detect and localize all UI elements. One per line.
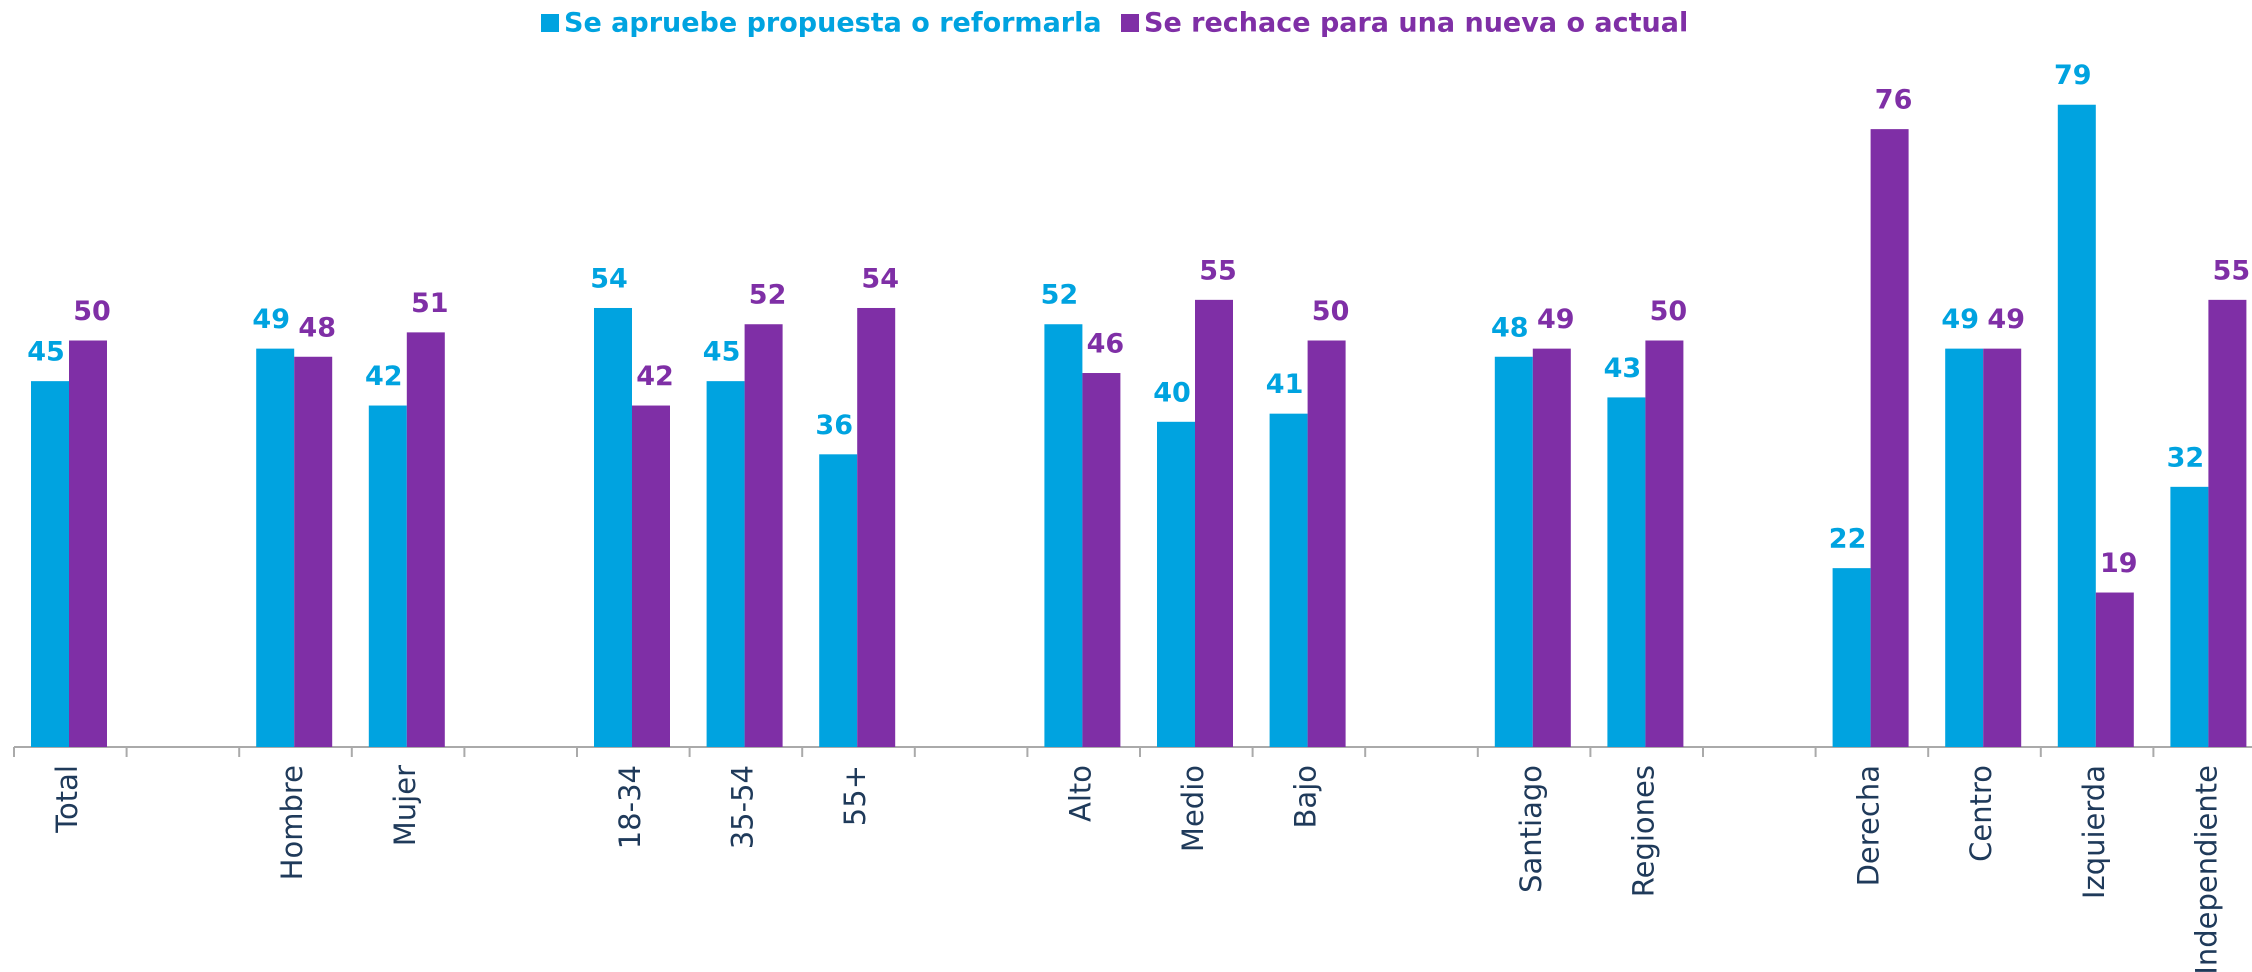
bar <box>706 381 745 747</box>
value-label: 45 <box>27 337 65 368</box>
bar <box>2095 592 2134 747</box>
value-label: 22 <box>1829 524 1867 555</box>
value-label: 50 <box>73 296 111 327</box>
bar <box>69 340 107 747</box>
value-label: 46 <box>1087 329 1125 360</box>
value-label: 42 <box>365 361 403 392</box>
value-label: 32 <box>2167 442 2205 473</box>
legend-label: Se apruebe propuesta o reformarla <box>564 8 1102 39</box>
value-label: 41 <box>1266 369 1304 400</box>
x-tick-label: Independiente <box>2189 765 2223 972</box>
x-tick-label: Regiones <box>1626 765 1660 897</box>
value-label: 76 <box>1875 85 1913 116</box>
x-tick-label: Mujer <box>388 765 422 846</box>
value-label: 49 <box>1987 304 2025 335</box>
bar <box>406 332 445 747</box>
bar <box>1157 421 1195 747</box>
legend-label: Se rechace para una nueva o actual <box>1144 8 1688 39</box>
value-label: 49 <box>1537 304 1575 335</box>
value-label: 49 <box>252 304 290 335</box>
bar <box>1195 299 1233 747</box>
bar <box>857 307 896 747</box>
bar <box>368 405 407 747</box>
bar <box>1494 356 1533 747</box>
value-label: 79 <box>2054 60 2092 91</box>
bar <box>31 381 69 747</box>
value-label: 52 <box>1041 280 1079 311</box>
x-tick-label: Derecha <box>1852 765 1886 886</box>
value-label: 54 <box>590 263 628 294</box>
value-label: 42 <box>636 361 674 392</box>
bar <box>1945 348 1984 747</box>
bar <box>1832 568 1871 747</box>
bar <box>744 324 783 747</box>
value-label: 50 <box>1650 296 1688 327</box>
x-tick-label: Bajo <box>1289 765 1323 828</box>
x-tick-label: Medio <box>1176 765 1210 852</box>
value-label: 48 <box>1491 312 1529 343</box>
bar <box>819 454 858 747</box>
bar <box>594 307 632 747</box>
bar <box>1044 324 1083 747</box>
value-label: 40 <box>1153 377 1191 408</box>
bar <box>1645 340 1684 747</box>
value-label: 43 <box>1604 353 1642 384</box>
x-tick-label: Total <box>50 765 84 834</box>
bar <box>1269 413 1308 747</box>
value-label: 52 <box>749 280 787 311</box>
x-tick-label: Santiago <box>1514 765 1548 893</box>
bar <box>2208 299 2247 747</box>
bar <box>1607 397 1646 747</box>
x-tick-label: Centro <box>1964 765 1998 862</box>
bar <box>1983 348 2022 747</box>
value-label: 51 <box>411 288 449 319</box>
value-label: 36 <box>815 410 853 441</box>
bar <box>2057 104 2096 748</box>
value-label: 54 <box>861 263 899 294</box>
x-tick-label: Hombre <box>275 765 309 880</box>
bar <box>1870 129 1909 747</box>
legend-swatch <box>1121 14 1139 32</box>
bar <box>294 356 333 747</box>
value-label: 55 <box>2213 255 2251 286</box>
value-label: 50 <box>1312 296 1350 327</box>
value-label: 19 <box>2100 548 2138 579</box>
bar <box>1532 348 1571 747</box>
bar <box>256 348 295 747</box>
value-label: 49 <box>1941 304 1979 335</box>
legend-swatch <box>541 14 559 32</box>
bar <box>2170 486 2209 747</box>
bar <box>632 405 670 747</box>
value-label: 48 <box>298 312 336 343</box>
x-tick-label: 55+ <box>838 765 872 826</box>
x-tick-label: Izquierda <box>2077 765 2111 899</box>
x-tick-label: 35-54 <box>726 765 760 849</box>
value-label: 45 <box>703 337 741 368</box>
bar <box>1082 373 1121 747</box>
bar <box>1307 340 1346 747</box>
x-tick-label: 18-34 <box>613 765 647 849</box>
value-label: 55 <box>1199 255 1237 286</box>
x-tick-label: Alto <box>1063 765 1097 822</box>
